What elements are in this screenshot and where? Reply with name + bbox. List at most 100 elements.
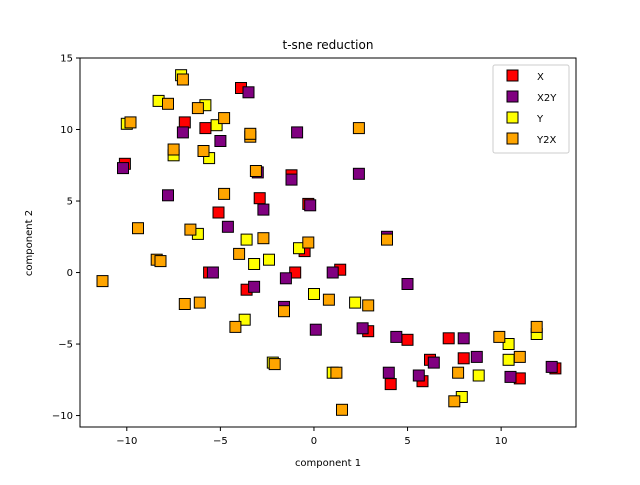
point-y2x: [249, 165, 262, 177]
chart-title: t-sne reduction: [283, 38, 374, 52]
point-x: [199, 122, 212, 135]
legend-swatch-y2x: [506, 132, 519, 145]
point-y2x: [184, 223, 197, 236]
point-y2x: [218, 112, 231, 125]
point-x: [212, 206, 225, 219]
legend-item-y: Y: [506, 111, 544, 125]
legend-label-x2y: X2Y: [537, 93, 557, 104]
point-y: [210, 119, 223, 132]
point-y2x: [278, 305, 290, 318]
point-x2y: [221, 220, 234, 233]
point-x: [384, 378, 397, 391]
point-x2y: [248, 280, 261, 293]
y-tick-label: 5: [67, 197, 73, 208]
point-x2y: [326, 266, 339, 279]
point-x2y: [504, 370, 517, 383]
point-x2y: [242, 86, 255, 99]
y-tick-label: −10: [52, 411, 73, 422]
point-y2x: [530, 320, 543, 333]
y-tick-label: −5: [58, 340, 73, 351]
x-tick-label: 5: [404, 436, 410, 447]
legend-label-y: Y: [536, 114, 544, 125]
x-axis-label: component 1: [295, 458, 361, 469]
legend: X X2Y Y Y2X: [492, 64, 570, 154]
point-y: [248, 258, 261, 270]
point-y2x: [362, 299, 375, 312]
point-x2y: [257, 203, 270, 216]
point-y2x: [176, 73, 189, 86]
point-y2x: [124, 116, 137, 129]
point-x2y: [117, 162, 129, 175]
point-x: [442, 332, 455, 345]
y-tick-label: 0: [67, 268, 73, 279]
point-x2y: [390, 330, 403, 343]
point-y: [502, 353, 515, 366]
legend-swatch-y: [506, 111, 519, 124]
point-y2x: [154, 255, 167, 268]
point-y: [263, 253, 275, 266]
point-y2x: [96, 275, 109, 288]
point-y: [240, 233, 253, 246]
point-y2x: [193, 296, 206, 309]
legend-item-x2y: X2Y: [506, 90, 557, 104]
point-y2x: [381, 233, 393, 246]
point-x2y: [176, 126, 189, 139]
points-layer: [96, 69, 562, 416]
point-x2y: [279, 272, 292, 285]
point-y2x: [197, 145, 210, 157]
point-x2y: [470, 350, 483, 363]
point-x2y: [352, 167, 365, 180]
y-axis-label: component 2: [24, 210, 35, 276]
legend-swatch-x: [506, 69, 519, 82]
x-axis: −10 −5 0 5 10: [116, 427, 507, 447]
point-y2x: [302, 236, 315, 249]
point-y: [308, 288, 320, 300]
x-tick-label: 0: [311, 436, 317, 447]
point-y2x: [191, 102, 204, 115]
legend-label-x: X: [537, 72, 544, 83]
point-y2x: [229, 320, 242, 333]
point-x2y: [309, 323, 322, 336]
point-y2x: [322, 293, 335, 306]
y-tick-label: 10: [60, 125, 73, 136]
point-y: [349, 296, 362, 309]
point-x2y: [457, 332, 470, 345]
point-y2x: [218, 187, 231, 200]
y-axis: −10 −5 0 5 10 15: [52, 54, 80, 422]
point-y2x: [330, 366, 343, 379]
point-y2x: [268, 358, 281, 371]
point-y2x: [452, 366, 465, 379]
point-y2x: [352, 122, 365, 135]
y-tick-label: 15: [60, 54, 73, 65]
point-x2y: [545, 360, 558, 373]
x-tick-label: −5: [213, 436, 228, 447]
x-tick-label: 10: [495, 436, 508, 447]
point-y2x: [167, 143, 180, 156]
point-y2x: [233, 247, 246, 260]
point-x2y: [291, 126, 304, 139]
point-x2y: [382, 366, 395, 379]
plot-frame: [79, 57, 577, 428]
point-y2x: [513, 350, 526, 363]
point-y2x: [162, 97, 174, 110]
point-x2y: [206, 266, 219, 279]
point-y: [472, 369, 485, 382]
point-y2x: [178, 298, 191, 310]
legend-label-y2x: Y2X: [536, 135, 556, 146]
point-x2y: [412, 369, 425, 382]
point-x: [401, 333, 414, 346]
point-y2x: [336, 403, 348, 416]
legend-swatch-x2y: [506, 90, 519, 103]
point-y2x: [448, 395, 461, 408]
point-y2x: [257, 232, 270, 245]
x-tick-label: −10: [116, 436, 137, 447]
point-x2y: [401, 278, 414, 290]
point-x2y: [162, 189, 174, 202]
point-x2y: [304, 199, 317, 212]
point-x: [253, 192, 266, 205]
point-y2x: [493, 330, 506, 343]
point-x: [178, 116, 191, 129]
legend-item-y2x: Y2X: [506, 132, 556, 146]
